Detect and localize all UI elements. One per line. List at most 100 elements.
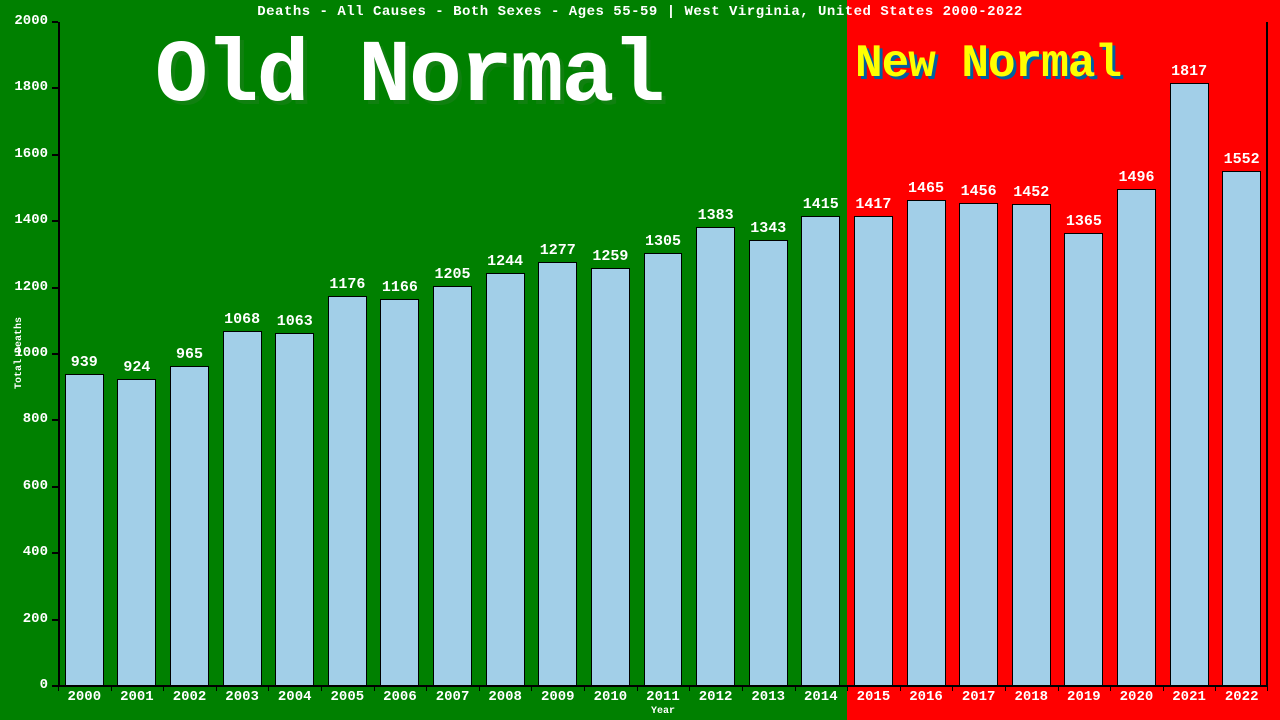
bar [538, 262, 577, 686]
x-tick-mark [637, 686, 638, 691]
bar [749, 240, 788, 686]
x-tick-mark [900, 686, 901, 691]
y-tick-label: 800 [0, 411, 48, 427]
x-tick-label: 2001 [111, 689, 164, 705]
bar-value-label: 1496 [1110, 169, 1163, 186]
x-tick-mark [216, 686, 217, 691]
x-tick-mark [479, 686, 480, 691]
y-tick-mark [52, 552, 58, 554]
x-tick-label: 2019 [1058, 689, 1111, 705]
y-tick-label: 1200 [0, 279, 48, 295]
x-tick-label: 2007 [426, 689, 479, 705]
x-tick-label: 2003 [216, 689, 269, 705]
x-tick-label: 2005 [321, 689, 374, 705]
bar-value-label: 1068 [216, 311, 269, 328]
x-tick-label: 2009 [531, 689, 584, 705]
x-tick-label: 2008 [479, 689, 532, 705]
x-tick-mark [795, 686, 796, 691]
bar [1064, 233, 1103, 686]
x-tick-mark [1215, 686, 1216, 691]
bar [223, 331, 262, 686]
bar [486, 273, 525, 686]
bar-value-label: 1417 [847, 196, 900, 213]
bar-value-label: 1456 [952, 183, 1005, 200]
bar-value-label: 1277 [531, 242, 584, 259]
bar-value-label: 1305 [637, 233, 690, 250]
bar-value-label: 1452 [1005, 184, 1058, 201]
x-tick-mark [374, 686, 375, 691]
axis-line [1266, 22, 1268, 686]
x-tick-mark [268, 686, 269, 691]
bar [644, 253, 683, 686]
bar-value-label: 1817 [1163, 63, 1216, 80]
bar [959, 203, 998, 686]
x-tick-label: 2012 [689, 689, 742, 705]
bar [433, 286, 472, 686]
bar-value-label: 1552 [1215, 151, 1268, 168]
x-tick-mark [847, 686, 848, 691]
x-tick-label: 2015 [847, 689, 900, 705]
bar-value-label: 1205 [426, 266, 479, 283]
x-tick-mark [1110, 686, 1111, 691]
y-tick-label: 400 [0, 544, 48, 560]
x-tick-label: 2014 [795, 689, 848, 705]
x-tick-mark [1005, 686, 1006, 691]
x-tick-mark [163, 686, 164, 691]
y-tick-label: 1000 [0, 345, 48, 361]
y-tick-mark [52, 486, 58, 488]
bar-value-label: 1176 [321, 276, 374, 293]
bar-value-label: 1063 [268, 313, 321, 330]
x-tick-mark [58, 686, 59, 691]
x-tick-label: 2000 [58, 689, 111, 705]
bar [1117, 189, 1156, 686]
y-tick-mark [52, 87, 58, 89]
bar-value-label: 1166 [374, 279, 427, 296]
x-tick-label: 2002 [163, 689, 216, 705]
bar [1222, 171, 1261, 686]
y-tick-label: 600 [0, 478, 48, 494]
bar-value-label: 1383 [689, 207, 742, 224]
x-tick-label: 2022 [1215, 689, 1268, 705]
x-axis-title: Year [58, 706, 1268, 717]
y-tick-label: 1400 [0, 212, 48, 228]
bar-value-label: 1259 [584, 248, 637, 265]
x-tick-mark [531, 686, 532, 691]
x-tick-label: 2021 [1163, 689, 1216, 705]
bar [65, 374, 104, 686]
bar-value-label: 1244 [479, 253, 532, 270]
chart-container: Deaths - All Causes - Both Sexes - Ages … [0, 0, 1280, 720]
x-tick-label: 2004 [268, 689, 321, 705]
x-tick-mark [584, 686, 585, 691]
y-tick-mark [52, 419, 58, 421]
bar-value-label: 1343 [742, 220, 795, 237]
x-tick-label: 2018 [1005, 689, 1058, 705]
x-tick-mark [1267, 686, 1268, 691]
bar [907, 200, 946, 686]
bar [275, 333, 314, 686]
y-tick-mark [52, 287, 58, 289]
bar [1170, 83, 1209, 686]
bar-value-label: 1365 [1058, 213, 1111, 230]
x-tick-label: 2020 [1110, 689, 1163, 705]
chart-title: Deaths - All Causes - Both Sexes - Ages … [0, 4, 1280, 20]
x-tick-mark [321, 686, 322, 691]
y-tick-mark [52, 220, 58, 222]
y-tick-label: 2000 [0, 13, 48, 29]
x-tick-label: 2006 [374, 689, 427, 705]
x-tick-mark [111, 686, 112, 691]
x-tick-mark [952, 686, 953, 691]
bar [801, 216, 840, 686]
bar [380, 299, 419, 686]
bar-value-label: 965 [163, 346, 216, 363]
y-tick-mark [52, 154, 58, 156]
bar [170, 366, 209, 686]
bar-value-label: 1465 [900, 180, 953, 197]
y-tick-label: 1600 [0, 146, 48, 162]
x-tick-label: 2016 [900, 689, 953, 705]
x-tick-mark [1058, 686, 1059, 691]
bar [591, 268, 630, 686]
x-tick-mark [426, 686, 427, 691]
bar [854, 216, 893, 686]
x-tick-mark [742, 686, 743, 691]
x-tick-label: 2011 [637, 689, 690, 705]
